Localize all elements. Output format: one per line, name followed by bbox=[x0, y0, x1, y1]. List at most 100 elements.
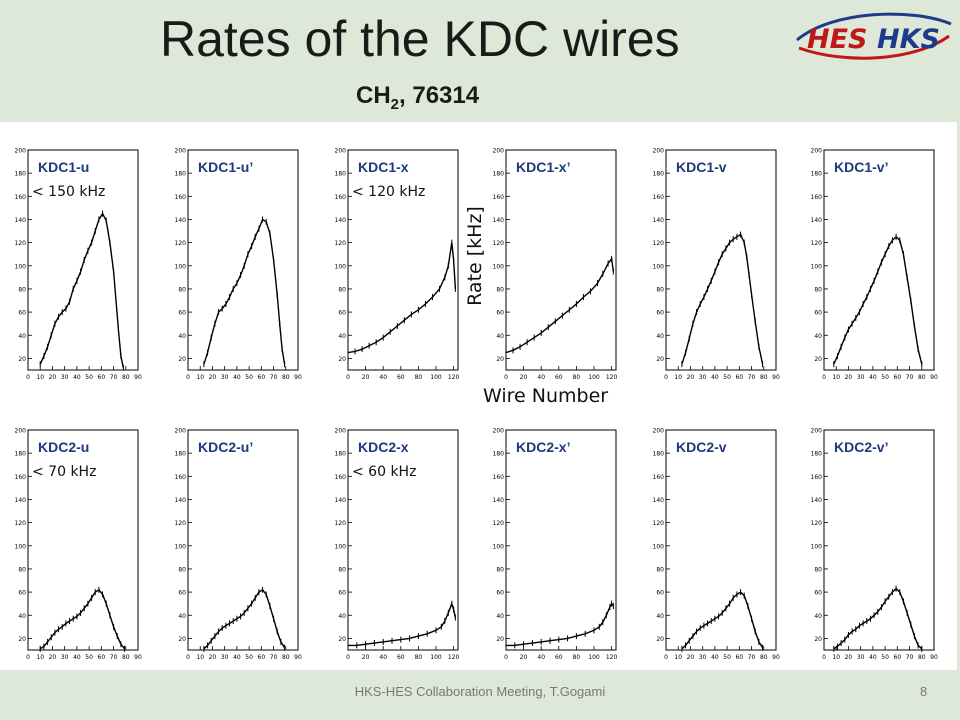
x-tick-label: 0 bbox=[26, 374, 30, 381]
x-tick-label: 20 bbox=[687, 654, 695, 661]
x-tick-label: 40 bbox=[233, 654, 241, 661]
plot-frame bbox=[505, 429, 617, 651]
y-tick-label: 80 bbox=[496, 286, 504, 293]
plot-frame bbox=[27, 429, 139, 651]
y-tick-label: 140 bbox=[811, 217, 823, 224]
y-tick-label: 20 bbox=[18, 356, 26, 363]
y-tick-label: 180 bbox=[811, 451, 823, 458]
histogram-panel: 20 40 60 80 100 120 140 160 180 200 0 10 20 30 40 50 60 7… bbox=[175, 148, 302, 382]
x-tick-label: 40 bbox=[73, 654, 81, 661]
y-tick-label: 60 bbox=[178, 590, 186, 597]
y-tick-label: 100 bbox=[335, 263, 347, 270]
x-tick-label: 90 bbox=[772, 374, 780, 381]
panel-label: KDC1-u bbox=[38, 159, 89, 175]
x-tick-label: 70 bbox=[110, 374, 118, 381]
x-tick-label: 70 bbox=[748, 374, 756, 381]
x-tick-label: 30 bbox=[61, 374, 69, 381]
x-tick-label: 30 bbox=[221, 374, 229, 381]
x-tick-label: 20 bbox=[49, 654, 57, 661]
x-tick-label: 40 bbox=[73, 374, 81, 381]
y-tick-label: 100 bbox=[15, 543, 27, 550]
x-tick-label: 40 bbox=[537, 374, 545, 381]
x-tick-label: 40 bbox=[379, 654, 387, 661]
x-tick-label: 90 bbox=[294, 374, 302, 381]
y-tick-label: 40 bbox=[338, 613, 346, 620]
x-tick-label: 120 bbox=[448, 374, 460, 381]
y-tick-label: 80 bbox=[18, 566, 26, 573]
y-tick-label: 80 bbox=[496, 566, 504, 573]
y-tick-label: 80 bbox=[656, 566, 664, 573]
page-number: 8 bbox=[920, 684, 928, 699]
y-tick-label: 40 bbox=[496, 333, 504, 340]
y-tick-label: 100 bbox=[335, 543, 347, 550]
x-tick-label: 50 bbox=[881, 654, 889, 661]
y-tick-label: 120 bbox=[15, 520, 27, 527]
y-tick-label: 60 bbox=[18, 590, 26, 597]
x-tick-label: 30 bbox=[221, 654, 229, 661]
x-tick-label: 100 bbox=[430, 654, 442, 661]
x-tick-label: 100 bbox=[588, 374, 600, 381]
x-tick-label: 40 bbox=[379, 374, 387, 381]
x-tick-label: 30 bbox=[61, 654, 69, 661]
y-tick-label: 80 bbox=[338, 566, 346, 573]
y-tick-label: 140 bbox=[175, 217, 187, 224]
y-tick-label: 200 bbox=[811, 148, 823, 155]
plot-frame bbox=[27, 149, 139, 371]
x-tick-label: 120 bbox=[448, 654, 460, 661]
panel-label: KDC1-v bbox=[676, 159, 727, 175]
x-tick-label: 70 bbox=[748, 654, 756, 661]
y-tick-label: 160 bbox=[493, 474, 505, 481]
histogram-panel: 20 40 60 80 100 120 140 160 180 200 0 10 20 30 40 50 60 7… bbox=[653, 428, 780, 662]
y-tick-label: 40 bbox=[338, 333, 346, 340]
x-tick-label: 90 bbox=[930, 654, 938, 661]
x-tick-label: 90 bbox=[134, 374, 142, 381]
plot-frame bbox=[505, 149, 617, 371]
x-tick-label: 80 bbox=[760, 374, 768, 381]
y-tick-label: 20 bbox=[338, 636, 346, 643]
y-tick-label: 100 bbox=[493, 263, 505, 270]
plot-frame bbox=[347, 429, 459, 651]
x-tick-label: 50 bbox=[881, 374, 889, 381]
x-tick-label: 80 bbox=[282, 654, 290, 661]
x-tick-label: 0 bbox=[664, 374, 668, 381]
x-tick-label: 80 bbox=[415, 374, 423, 381]
y-tick-label: 120 bbox=[15, 240, 27, 247]
x-tick-label: 10 bbox=[196, 374, 204, 381]
panel-label: KDC2-v bbox=[676, 439, 727, 455]
y-tick-label: 60 bbox=[656, 310, 664, 317]
histogram-panel: 20 40 60 80 100 120 140 160 180 200 0 20 40 60 80 100 12… bbox=[335, 148, 460, 382]
x-tick-label: 60 bbox=[397, 654, 405, 661]
logo-hks-text: HKS bbox=[877, 24, 940, 55]
y-tick-label: 160 bbox=[175, 194, 187, 201]
y-axis-label-text: Rate [kHz] bbox=[464, 206, 486, 306]
x-tick-label: 40 bbox=[711, 374, 719, 381]
x-tick-label: 80 bbox=[918, 374, 926, 381]
histogram-panel: 20 40 60 80 100 120 140 160 180 200 0 20 40 60 80 100 12… bbox=[493, 148, 618, 382]
plot-frame bbox=[187, 149, 299, 371]
y-tick-label: 180 bbox=[653, 451, 665, 458]
x-tick-label: 80 bbox=[573, 374, 581, 381]
x-tick-label: 40 bbox=[233, 374, 241, 381]
y-tick-label: 140 bbox=[335, 217, 347, 224]
hes-hks-logo: HES HKS bbox=[796, 12, 952, 60]
x-tick-label: 20 bbox=[362, 654, 370, 661]
x-tick-label: 30 bbox=[857, 374, 865, 381]
y-tick-label: 60 bbox=[814, 310, 822, 317]
x-tick-label: 80 bbox=[760, 654, 768, 661]
plot-frame bbox=[823, 149, 935, 371]
y-tick-label: 160 bbox=[15, 194, 27, 201]
subtitle-run-number: , 76314 bbox=[399, 82, 480, 109]
x-tick-label: 100 bbox=[430, 374, 442, 381]
y-tick-label: 40 bbox=[496, 613, 504, 620]
y-tick-label: 100 bbox=[653, 263, 665, 270]
x-tick-label: 50 bbox=[85, 654, 93, 661]
x-tick-label: 60 bbox=[894, 654, 902, 661]
rate-line bbox=[39, 588, 126, 650]
y-tick-label: 60 bbox=[496, 590, 504, 597]
y-tick-label: 40 bbox=[656, 333, 664, 340]
x-tick-label: 10 bbox=[832, 654, 840, 661]
plot-frame bbox=[665, 149, 777, 371]
y-tick-label: 180 bbox=[175, 451, 187, 458]
y-axis-label: Rate [kHz] bbox=[455, 196, 495, 316]
y-tick-label: 80 bbox=[814, 566, 822, 573]
